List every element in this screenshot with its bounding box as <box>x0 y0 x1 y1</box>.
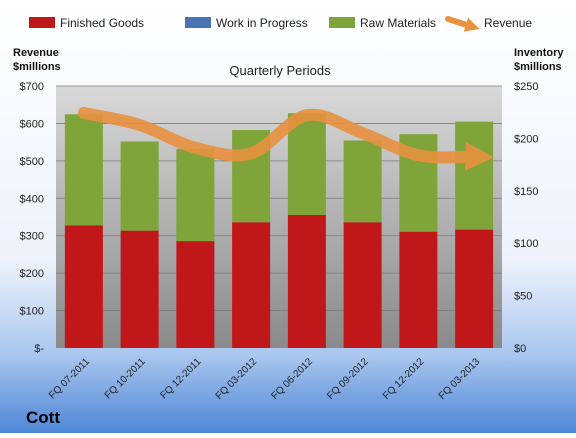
revenue-line-group <box>77 106 495 171</box>
bar-raw-materials <box>176 148 215 242</box>
bar-finished-goods <box>176 241 215 348</box>
bar-finished-goods <box>343 222 382 348</box>
right-tick-label: $50 <box>514 291 532 303</box>
right-axis-ticks: $0 $50 $100 $150 $200 $250 <box>514 81 538 355</box>
right-tick-label: $0 <box>514 343 526 355</box>
left-tick-label: $- <box>34 343 44 355</box>
bar-raw-materials <box>343 140 382 223</box>
left-axis-ticks: $- $100 $200 $300 $400 $500 $600 $700 <box>20 81 45 355</box>
left-tick-label: $200 <box>20 268 44 280</box>
legend-label-raw-materials: Raw Materials <box>360 16 436 30</box>
plot-title: Quarterly Periods <box>229 63 331 78</box>
bar-raw-materials <box>287 113 326 215</box>
legend-swatch-work-in-progress <box>185 17 211 28</box>
revenue-line <box>77 106 495 171</box>
right-tick-label: $250 <box>514 81 538 93</box>
bar-finished-goods <box>287 214 326 348</box>
right-tick-label: $200 <box>514 133 538 145</box>
left-tick-label: $500 <box>20 156 44 168</box>
left-tick-label: $400 <box>20 193 44 205</box>
left-tick-label: $100 <box>20 306 44 318</box>
right-tick-label: $150 <box>514 186 538 198</box>
right-tick-label: $100 <box>514 238 538 250</box>
left-tick-label: $700 <box>20 81 44 93</box>
right-axis-label-line2: $millions <box>514 61 562 73</box>
bar-finished-goods <box>64 225 103 348</box>
bar-finished-goods <box>399 231 438 348</box>
bar-finished-goods <box>120 230 159 348</box>
legend: Finished Goods Work in Progress Raw Mate… <box>29 16 532 32</box>
legend-swatch-raw-materials <box>329 17 355 28</box>
company-name: Cott <box>26 408 60 427</box>
bar-raw-materials <box>455 121 494 230</box>
legend-label-finished-goods: Finished Goods <box>60 16 144 30</box>
legend-label-work-in-progress: Work in Progress <box>216 16 308 30</box>
left-axis-label-line2: $millions <box>13 61 61 73</box>
bar-finished-goods <box>232 222 271 348</box>
bar-raw-materials <box>64 114 103 226</box>
bar-raw-materials <box>120 141 159 231</box>
left-tick-label: $300 <box>20 231 44 243</box>
legend-swatch-revenue <box>445 16 480 32</box>
left-axis-label-line1: Revenue <box>13 47 59 59</box>
right-axis-label-line1: Inventory <box>514 47 564 59</box>
bars-group <box>64 113 494 348</box>
left-tick-label: $600 <box>20 118 44 130</box>
legend-swatch-finished-goods <box>29 17 55 28</box>
bar-finished-goods <box>455 229 494 348</box>
legend-label-revenue: Revenue <box>484 16 532 30</box>
